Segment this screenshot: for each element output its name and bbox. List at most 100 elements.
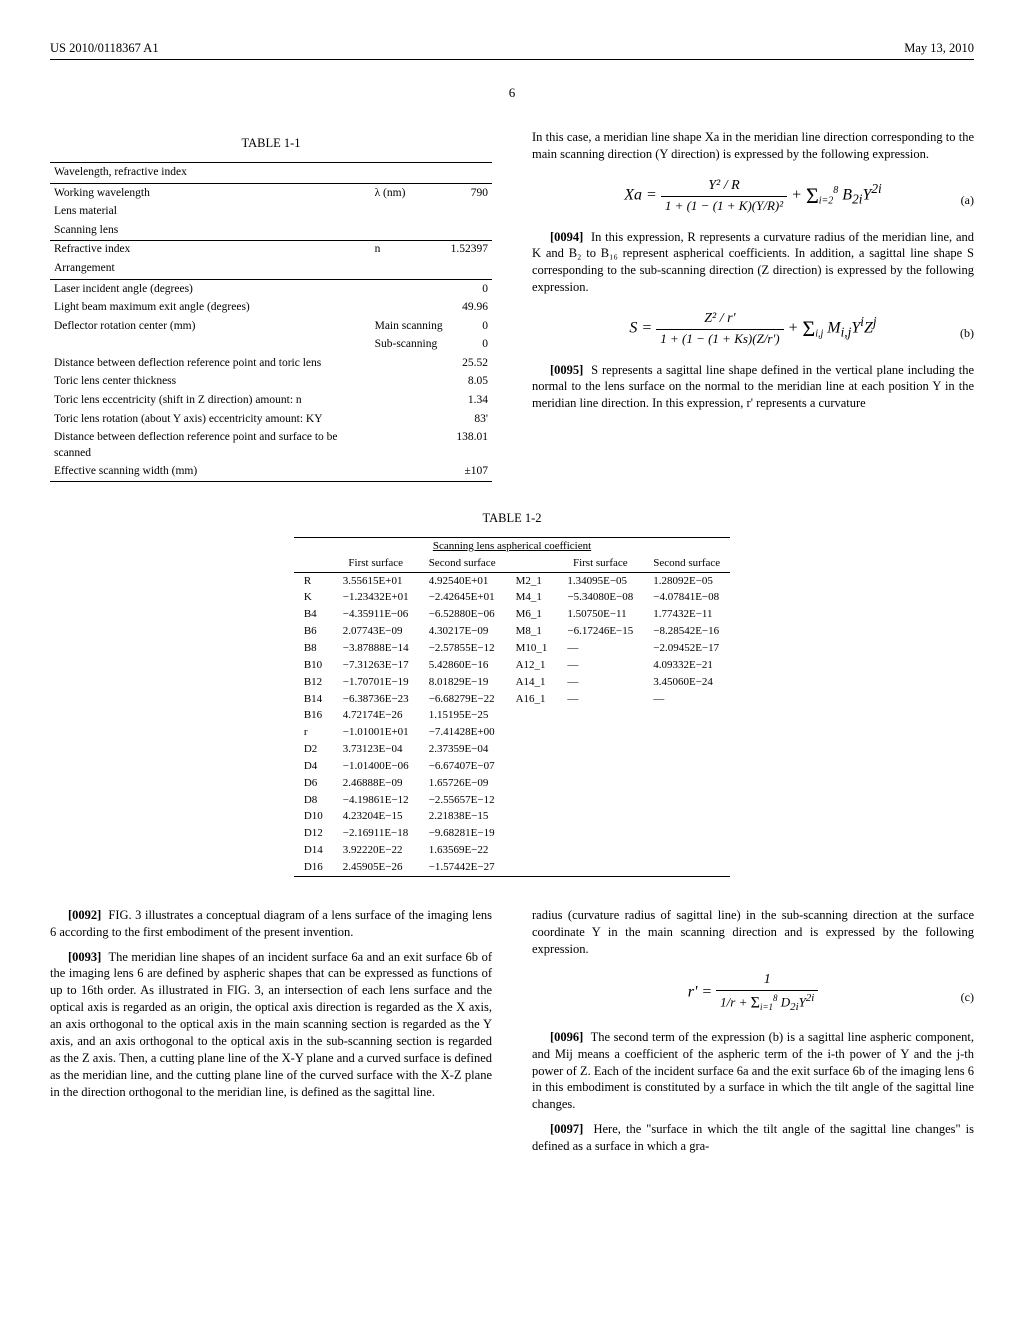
table-cell	[643, 859, 730, 876]
table-cell: 4.23204E−15	[333, 808, 419, 825]
table-cell	[506, 741, 558, 758]
table-cell	[557, 859, 643, 876]
table-cell: 3.55615E+01	[333, 572, 419, 589]
p0097: [0097] Here, the "surface in which the t…	[532, 1121, 974, 1155]
table-cell: 1.50750E−11	[557, 606, 643, 623]
table-cell: −4.07841E−08	[643, 589, 730, 606]
table12-wrap: TABLE 1-2 Scanning lens aspherical coeff…	[50, 510, 974, 879]
table-cell: −2.16911E−18	[333, 825, 419, 842]
table-cell: 4.09332E−21	[643, 657, 730, 674]
table-cell: D4	[294, 758, 333, 775]
table-cell	[506, 859, 558, 876]
table-cell	[506, 825, 558, 842]
table-cell: 3.92220E−22	[333, 842, 419, 859]
table-cell	[643, 792, 730, 809]
table-cell: 1.65726E−09	[419, 775, 506, 792]
table-cell	[557, 758, 643, 775]
table-cell: M6_1	[506, 606, 558, 623]
table-cell: —	[557, 640, 643, 657]
table-cell: −3.87888E−14	[333, 640, 419, 657]
table-cell: M2_1	[506, 572, 558, 589]
table-cell: 1.34095E−05	[557, 572, 643, 589]
table-cell: −7.31263E−17	[333, 657, 419, 674]
publication-date: May 13, 2010	[904, 40, 974, 57]
table-cell: 2.45905E−26	[333, 859, 419, 876]
table-cell	[506, 792, 558, 809]
table-cell: B14	[294, 691, 333, 708]
table-cell: D14	[294, 842, 333, 859]
patent-number: US 2010/0118367 A1	[50, 40, 159, 57]
table-cell: —	[557, 674, 643, 691]
right-col-top: In this case, a meridian line shape Xa i…	[532, 129, 974, 482]
table11-title: TABLE 1-1	[50, 135, 492, 152]
table-cell: B6	[294, 623, 333, 640]
table-cell: D12	[294, 825, 333, 842]
table-cell	[643, 724, 730, 741]
table-cell	[557, 842, 643, 859]
table-cell	[557, 724, 643, 741]
equation-b: S = Z² / r'1 + (1 − (1 + Ks)(Z/r') + Σi,…	[532, 310, 974, 347]
table-cell: B10	[294, 657, 333, 674]
table-cell: D2	[294, 741, 333, 758]
table-cell: B16	[294, 707, 333, 724]
p0092: [0092] FIG. 3 illustrates a conceptual d…	[50, 907, 492, 941]
table11-section2: Arrangement	[50, 259, 492, 280]
table-cell: A12_1	[506, 657, 558, 674]
table-cell: −2.09452E−17	[643, 640, 730, 657]
table-cell: 2.46888E−09	[333, 775, 419, 792]
page-number: 6	[50, 84, 974, 102]
right-col-bottom: radius (curvature radius of sagittal lin…	[532, 907, 974, 1163]
p0094: [0094] In this expression, R represents …	[532, 229, 974, 297]
table-cell: −1.23432E+01	[333, 589, 419, 606]
table-cell	[506, 808, 558, 825]
table-cell	[557, 808, 643, 825]
table-cell: −4.35911E−06	[333, 606, 419, 623]
table-cell: −9.68281E−19	[419, 825, 506, 842]
table-cell	[557, 741, 643, 758]
table-cell: 1.63569E−22	[419, 842, 506, 859]
table-cell	[506, 707, 558, 724]
table-cell	[506, 775, 558, 792]
p-pre0094: In this case, a meridian line shape Xa i…	[532, 129, 974, 163]
table-cell	[506, 724, 558, 741]
table-cell: R	[294, 572, 333, 589]
table-cell: —	[557, 691, 643, 708]
table-cell: K	[294, 589, 333, 606]
table-cell: M8_1	[506, 623, 558, 640]
table-cell: −6.52880E−06	[419, 606, 506, 623]
table-cell	[643, 758, 730, 775]
table-cell: 8.01829E−19	[419, 674, 506, 691]
table-cell: −1.57442E−27	[419, 859, 506, 876]
table-cell: 4.30217E−09	[419, 623, 506, 640]
table-cell: −6.17246E−15	[557, 623, 643, 640]
table-cell: 5.42860E−16	[419, 657, 506, 674]
table-cell: D10	[294, 808, 333, 825]
table-cell: 1.15195E−25	[419, 707, 506, 724]
table-cell: 2.21838E−15	[419, 808, 506, 825]
table-cell: −5.34080E−08	[557, 589, 643, 606]
table-cell: −2.57855E−12	[419, 640, 506, 657]
table-cell: −2.55657E−12	[419, 792, 506, 809]
table-cell	[557, 707, 643, 724]
table-cell: −6.38736E−23	[333, 691, 419, 708]
table-cell	[643, 741, 730, 758]
left-col-top: TABLE 1-1 Wavelength, refractive index W…	[50, 129, 492, 482]
table-cell	[643, 775, 730, 792]
table-cell: −8.28542E−16	[643, 623, 730, 640]
p0095: [0095] S represents a sagittal line shap…	[532, 362, 974, 413]
table-cell: 4.72174E−26	[333, 707, 419, 724]
table-cell	[557, 792, 643, 809]
p0096: [0096] The second term of the expression…	[532, 1029, 974, 1113]
table12-title: TABLE 1-2	[50, 510, 974, 527]
table-cell: B8	[294, 640, 333, 657]
table-cell: M10_1	[506, 640, 558, 657]
columns-bottom: [0092] FIG. 3 illustrates a conceptual d…	[50, 907, 974, 1163]
table-cell: D16	[294, 859, 333, 876]
table-cell: −1.01400E−06	[333, 758, 419, 775]
equation-a: Xa = Y² / R1 + (1 − (1 + K)(Y/R)² + Σi=2…	[532, 177, 974, 214]
table-cell: −7.41428E+00	[419, 724, 506, 741]
table-cell: 3.45060E−24	[643, 674, 730, 691]
table-cell: 3.73123E−04	[333, 741, 419, 758]
table-cell: A16_1	[506, 691, 558, 708]
table-cell	[557, 775, 643, 792]
